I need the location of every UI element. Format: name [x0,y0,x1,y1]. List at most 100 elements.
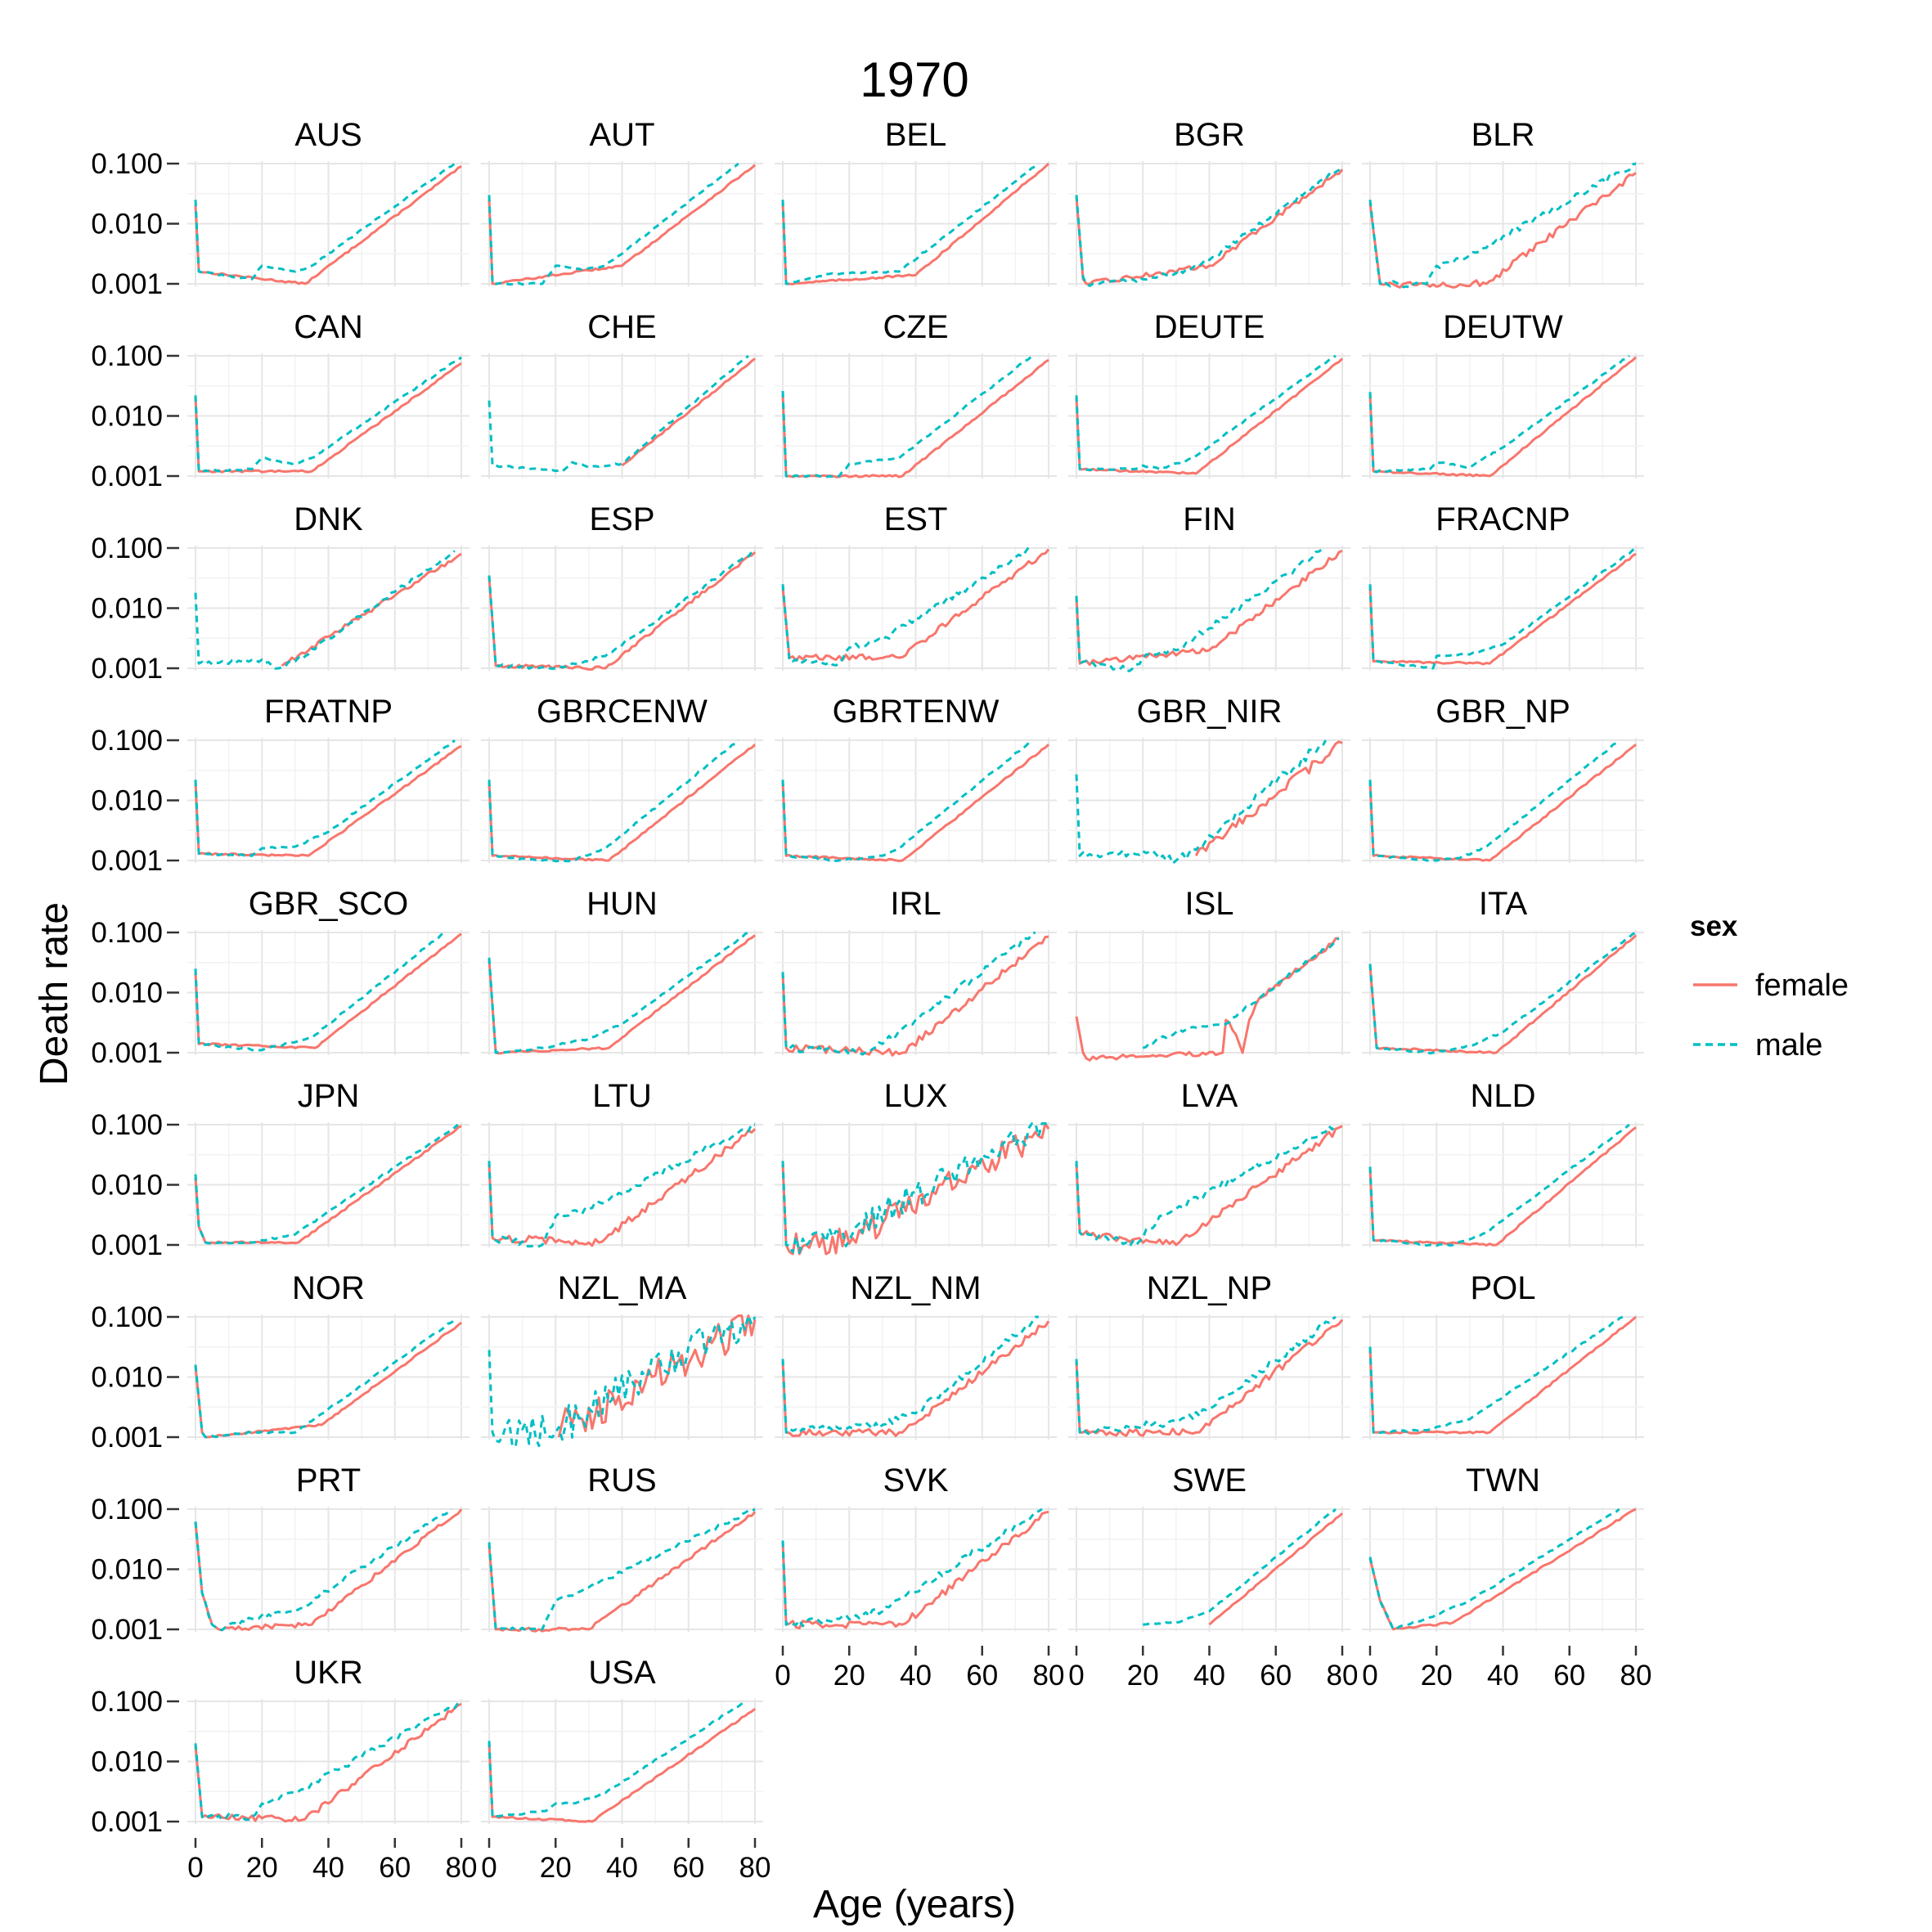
y-tick-label: 0.010 [91,785,163,817]
series-line-female [781,744,1050,862]
facet-title: LVA [1181,1078,1238,1114]
facet-title: POL [1470,1270,1535,1306]
series-line-female [1075,168,1344,285]
series-line-female [194,932,462,1049]
series-line-female [194,165,462,285]
series-line-male [194,1700,462,1822]
series-line-female [1194,740,1343,856]
x-axis-title: Age (years) [813,1883,1016,1926]
series-line-female [487,744,757,862]
facet-title: ISL [1184,886,1233,922]
facet-title: GBR_NP [1436,694,1570,730]
facet-title: EST [884,501,948,537]
facet-esp: ESP [481,501,763,671]
series-line-male [1368,1123,1630,1247]
facet-twn: TWN 0 20 40 60 80 [1362,1462,1651,1692]
x-tick-label: 60 [1553,1660,1585,1692]
series-line-male [487,1700,746,1818]
series-line-female [781,1320,1050,1438]
facet-ltu: LTU [481,1078,763,1248]
y-tick-label: 0.001 [91,1229,163,1261]
y-tick-label: 0.001 [91,653,163,685]
series-line-male [1075,165,1344,287]
y-tick-label: 0.010 [91,1170,163,1202]
series-line-male [194,550,456,670]
facet-title: RUS [587,1462,656,1498]
series-line-male [1368,354,1630,474]
x-tick-label: 20 [1421,1660,1453,1692]
facet-nzl-nm: NZL_NM [775,1270,1057,1440]
facet-title: FRACNP [1436,501,1570,537]
series-line-male [781,931,1036,1057]
x-tick-label: 20 [1127,1660,1159,1692]
series-line-male [1075,739,1328,865]
series-line-male [1368,162,1637,289]
facet-title: SWE [1172,1462,1247,1498]
facet-nor: NOR 0.100 0.010 0.001 [91,1270,470,1453]
facet-svk: SVK 0 20 40 60 80 [775,1462,1064,1692]
facet-deutw: DEUTW [1362,309,1644,479]
x-tick-label: 60 [966,1660,998,1692]
series-line-male [194,1507,452,1632]
facet-isl: ISL [1068,886,1350,1062]
series-line-male [487,162,739,286]
facet-nzl-ma: NZL_MA [481,1270,763,1448]
x-tick-label: 20 [540,1852,572,1884]
series-line-female [487,934,756,1055]
series-line-female [194,1508,463,1632]
facet-hun: HUN [481,886,763,1055]
legend-item-male: male [1693,1028,1822,1063]
series-line-male [194,356,463,474]
series-line-female [1368,1507,1637,1631]
facet-title: CAN [294,309,362,345]
x-tick-label: 0 [1068,1660,1084,1692]
series-line-female [487,1511,757,1633]
x-tick-label: 80 [1327,1660,1359,1692]
series-line-female [487,551,757,671]
facet-gbr-sco: GBR_SCO 0.100 0.010 0.001 [91,886,470,1069]
legend-item-female: female [1693,968,1849,1003]
series-line-female [781,935,1049,1057]
y-tick-label: 0.100 [91,148,163,180]
x-tick-label: 40 [900,1660,932,1692]
facet-lva: LVA [1068,1078,1350,1248]
facet-title: PRT [296,1462,361,1498]
facet-swe: SWE 0 20 40 60 80 [1068,1462,1358,1692]
x-tick-label: 60 [672,1852,704,1884]
series-line-male [1075,354,1337,472]
series-line-male [781,162,1040,285]
x-tick-label: 0 [481,1852,496,1884]
facet-title: CHE [587,309,656,345]
legend-label-female: female [1755,968,1849,1003]
facet-dnk: DNK 0.100 0.010 0.001 [91,501,470,685]
facet-title: BLR [1471,117,1535,153]
y-tick-label: 0.100 [91,340,163,372]
y-tick-label: 0.001 [91,1806,163,1838]
facet-title: LTU [592,1078,652,1114]
facet-title: USA [588,1655,656,1691]
series-line-male [1143,1507,1337,1626]
y-tick-label: 0.010 [91,209,163,240]
facet-deute: DEUTE [1068,309,1350,479]
facet-title: GBRCENW [537,694,708,730]
series-line-male [487,550,756,671]
x-tick-label: 80 [446,1852,478,1884]
facet-can: CAN 0.100 0.010 0.001 [91,309,470,492]
chart-title: 1970 [860,52,968,107]
x-tick-label: 40 [606,1852,638,1884]
y-tick-label: 0.100 [91,1494,163,1525]
facet-title: GBR_NIR [1137,694,1283,730]
y-tick-label: 0.100 [91,1301,163,1333]
series-line-male [487,931,749,1054]
facet-jpn: JPN 0.100 0.010 0.001 [91,1078,470,1261]
legend: sex female male [1690,910,1849,1063]
series-line-male [487,1314,757,1448]
series-line-male [194,1123,459,1245]
series-line-male [487,739,739,863]
series-line-female [281,552,462,667]
series-line-female [1075,357,1344,475]
y-tick-label: 0.100 [91,917,163,949]
facet-title: NZL_NP [1147,1270,1272,1306]
series-line-female [487,164,757,285]
